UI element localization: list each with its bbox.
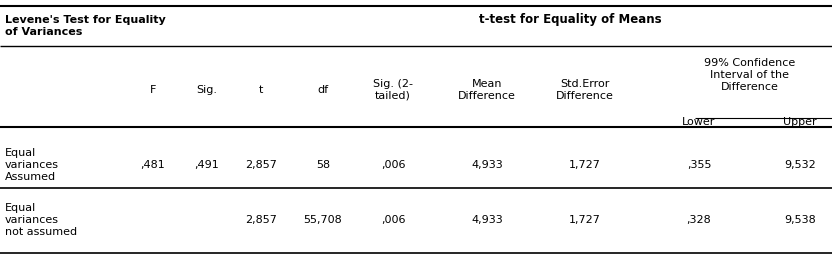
Text: Sig.: Sig. bbox=[196, 85, 217, 95]
Text: Levene's Test for Equality
of Variances: Levene's Test for Equality of Variances bbox=[5, 15, 166, 37]
Text: ,006: ,006 bbox=[381, 215, 405, 225]
Text: ,491: ,491 bbox=[195, 160, 220, 170]
Text: df: df bbox=[318, 85, 329, 95]
Text: Equal
variances
not assumed: Equal variances not assumed bbox=[5, 203, 77, 237]
Text: Mean
Difference: Mean Difference bbox=[458, 79, 516, 101]
Text: ,481: ,481 bbox=[141, 160, 166, 170]
Text: ,328: ,328 bbox=[686, 215, 711, 225]
Text: t-test for Equality of Means: t-test for Equality of Means bbox=[478, 13, 661, 27]
Text: ,355: ,355 bbox=[686, 160, 711, 170]
Text: ,006: ,006 bbox=[381, 160, 405, 170]
Text: 4,933: 4,933 bbox=[471, 160, 503, 170]
Text: 9,538: 9,538 bbox=[784, 215, 816, 225]
Text: 4,933: 4,933 bbox=[471, 215, 503, 225]
Text: F: F bbox=[150, 85, 156, 95]
Text: 58: 58 bbox=[316, 160, 330, 170]
Text: Std.Error
Difference: Std.Error Difference bbox=[556, 79, 614, 101]
Text: Lower: Lower bbox=[682, 117, 716, 127]
Text: 1,727: 1,727 bbox=[569, 215, 601, 225]
Text: 2,857: 2,857 bbox=[245, 215, 277, 225]
Text: 1,727: 1,727 bbox=[569, 160, 601, 170]
Text: Sig. (2-
tailed): Sig. (2- tailed) bbox=[373, 79, 413, 101]
Text: 2,857: 2,857 bbox=[245, 160, 277, 170]
Text: Equal
variances
Assumed: Equal variances Assumed bbox=[5, 148, 59, 182]
Text: Upper: Upper bbox=[783, 117, 817, 127]
Text: 99% Confidence
Interval of the
Difference: 99% Confidence Interval of the Differenc… bbox=[704, 58, 795, 92]
Text: 55,708: 55,708 bbox=[304, 215, 343, 225]
Text: t: t bbox=[259, 85, 263, 95]
Text: 9,532: 9,532 bbox=[784, 160, 816, 170]
